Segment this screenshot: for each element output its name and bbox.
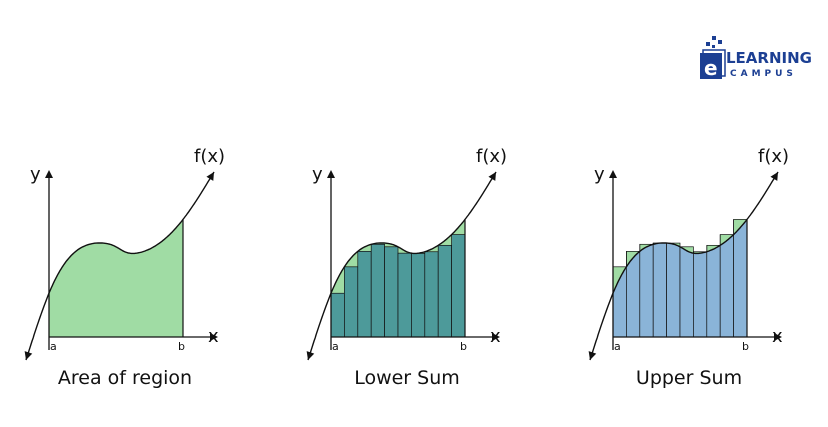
lower-sum-rect xyxy=(397,252,412,338)
upper-sum-rectangles xyxy=(612,219,748,338)
function-label: f(x) xyxy=(758,146,789,167)
panel-lower-sum: y x f(x) a b Lower Sum xyxy=(306,146,507,389)
curve-arrow-icon xyxy=(488,172,496,181)
curve-start-arrow-icon xyxy=(588,351,597,360)
panel-upper-sum: y x f(x) a b Upper Sum xyxy=(588,146,789,389)
a-label: a xyxy=(50,340,57,353)
logo-letter: e xyxy=(704,56,718,80)
elearning-campus-logo: e LEARNING CAMPUS xyxy=(700,36,812,80)
upper-sum-rect-under-curve xyxy=(733,219,747,337)
upper-sum-rect-under-curve xyxy=(693,251,707,337)
function-curve xyxy=(25,171,215,361)
x-axis-arrow-icon xyxy=(492,333,500,341)
y-axis-arrow-icon xyxy=(327,170,335,178)
area-region-fill xyxy=(49,219,183,337)
axes xyxy=(327,170,500,350)
lower-sum-rectangles xyxy=(330,234,466,338)
function-curve xyxy=(307,171,497,361)
b-label: b xyxy=(742,340,749,353)
caption-lower-sum: Lower Sum xyxy=(354,367,460,389)
y-axis-label: y xyxy=(312,164,323,185)
y-axis-label: y xyxy=(594,164,605,185)
caption-upper-sum: Upper Sum xyxy=(636,367,742,389)
logo-line1: LEARNING xyxy=(726,49,812,67)
axes xyxy=(609,170,782,350)
lower-sum-rect xyxy=(330,292,345,338)
upper-sum-rect-under-curve xyxy=(626,251,640,337)
curve-start-arrow-icon xyxy=(306,351,315,360)
x-axis-label: x xyxy=(208,326,219,347)
lower-sum-rect xyxy=(424,251,439,338)
upper-sum-rect-under-curve xyxy=(639,244,654,337)
a-label: a xyxy=(332,340,339,353)
a-label: a xyxy=(614,340,621,353)
curve-arrow-icon xyxy=(770,172,778,181)
upper-sum-rect-under-curve xyxy=(653,243,667,337)
function-curve xyxy=(589,171,779,361)
function-label: f(x) xyxy=(194,146,225,167)
x-axis-label: x xyxy=(490,326,501,347)
lower-sum-rect xyxy=(411,253,426,338)
lower-sum-rect xyxy=(344,266,359,338)
function-label: f(x) xyxy=(476,146,507,167)
logo-line2: CAMPUS xyxy=(730,69,797,79)
upper-sum-rect-under-curve xyxy=(720,234,734,337)
logo-dots-icon xyxy=(706,36,722,48)
y-axis-arrow-icon xyxy=(609,170,617,178)
lower-sum-rect xyxy=(357,251,372,338)
curve-start-arrow-icon xyxy=(24,351,33,360)
upper-sum-rect-under-curve xyxy=(613,266,627,337)
curve-arrow-icon xyxy=(206,172,214,181)
lower-sum-rect xyxy=(370,243,385,338)
panel-area-of-region: y x f(x) a b Area of region xyxy=(24,146,225,389)
upper-sum-rect-under-curve xyxy=(666,243,680,337)
x-axis-arrow-icon xyxy=(210,333,218,341)
x-axis-label: x xyxy=(772,326,783,347)
lower-sum-rect xyxy=(451,234,466,338)
lower-sum-rect xyxy=(384,246,399,338)
upper-sum-rect-under-curve xyxy=(680,246,694,337)
y-axis-arrow-icon xyxy=(45,170,53,178)
axes xyxy=(45,170,218,350)
b-label: b xyxy=(460,340,467,353)
lower-sum-rect xyxy=(437,244,452,338)
b-label: b xyxy=(178,340,185,353)
logo-book-icon: e xyxy=(700,49,726,80)
x-axis-arrow-icon xyxy=(774,333,782,341)
y-axis-label: y xyxy=(30,164,41,185)
upper-sum-rect-under-curve xyxy=(706,245,721,337)
caption-area-of-region: Area of region xyxy=(58,367,192,389)
